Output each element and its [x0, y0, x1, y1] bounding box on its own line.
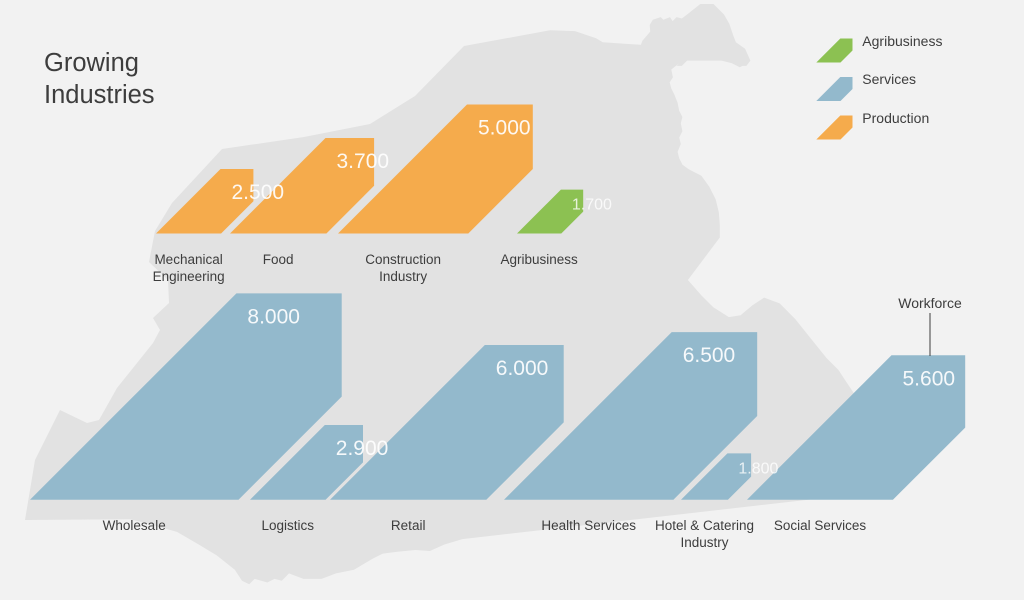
svg-text:6.500: 6.500: [683, 344, 736, 367]
svg-text:2.500: 2.500: [232, 181, 285, 204]
svg-text:8.000: 8.000: [247, 305, 300, 328]
svg-text:5.000: 5.000: [478, 117, 531, 140]
svg-text:1.800: 1.800: [738, 460, 778, 477]
svg-text:5.600: 5.600: [903, 367, 956, 390]
svg-text:3.700: 3.700: [337, 150, 390, 173]
svg-text:1.700: 1.700: [572, 197, 612, 214]
svg-text:2.900: 2.900: [336, 437, 389, 460]
svg-text:6.000: 6.000: [496, 357, 549, 380]
